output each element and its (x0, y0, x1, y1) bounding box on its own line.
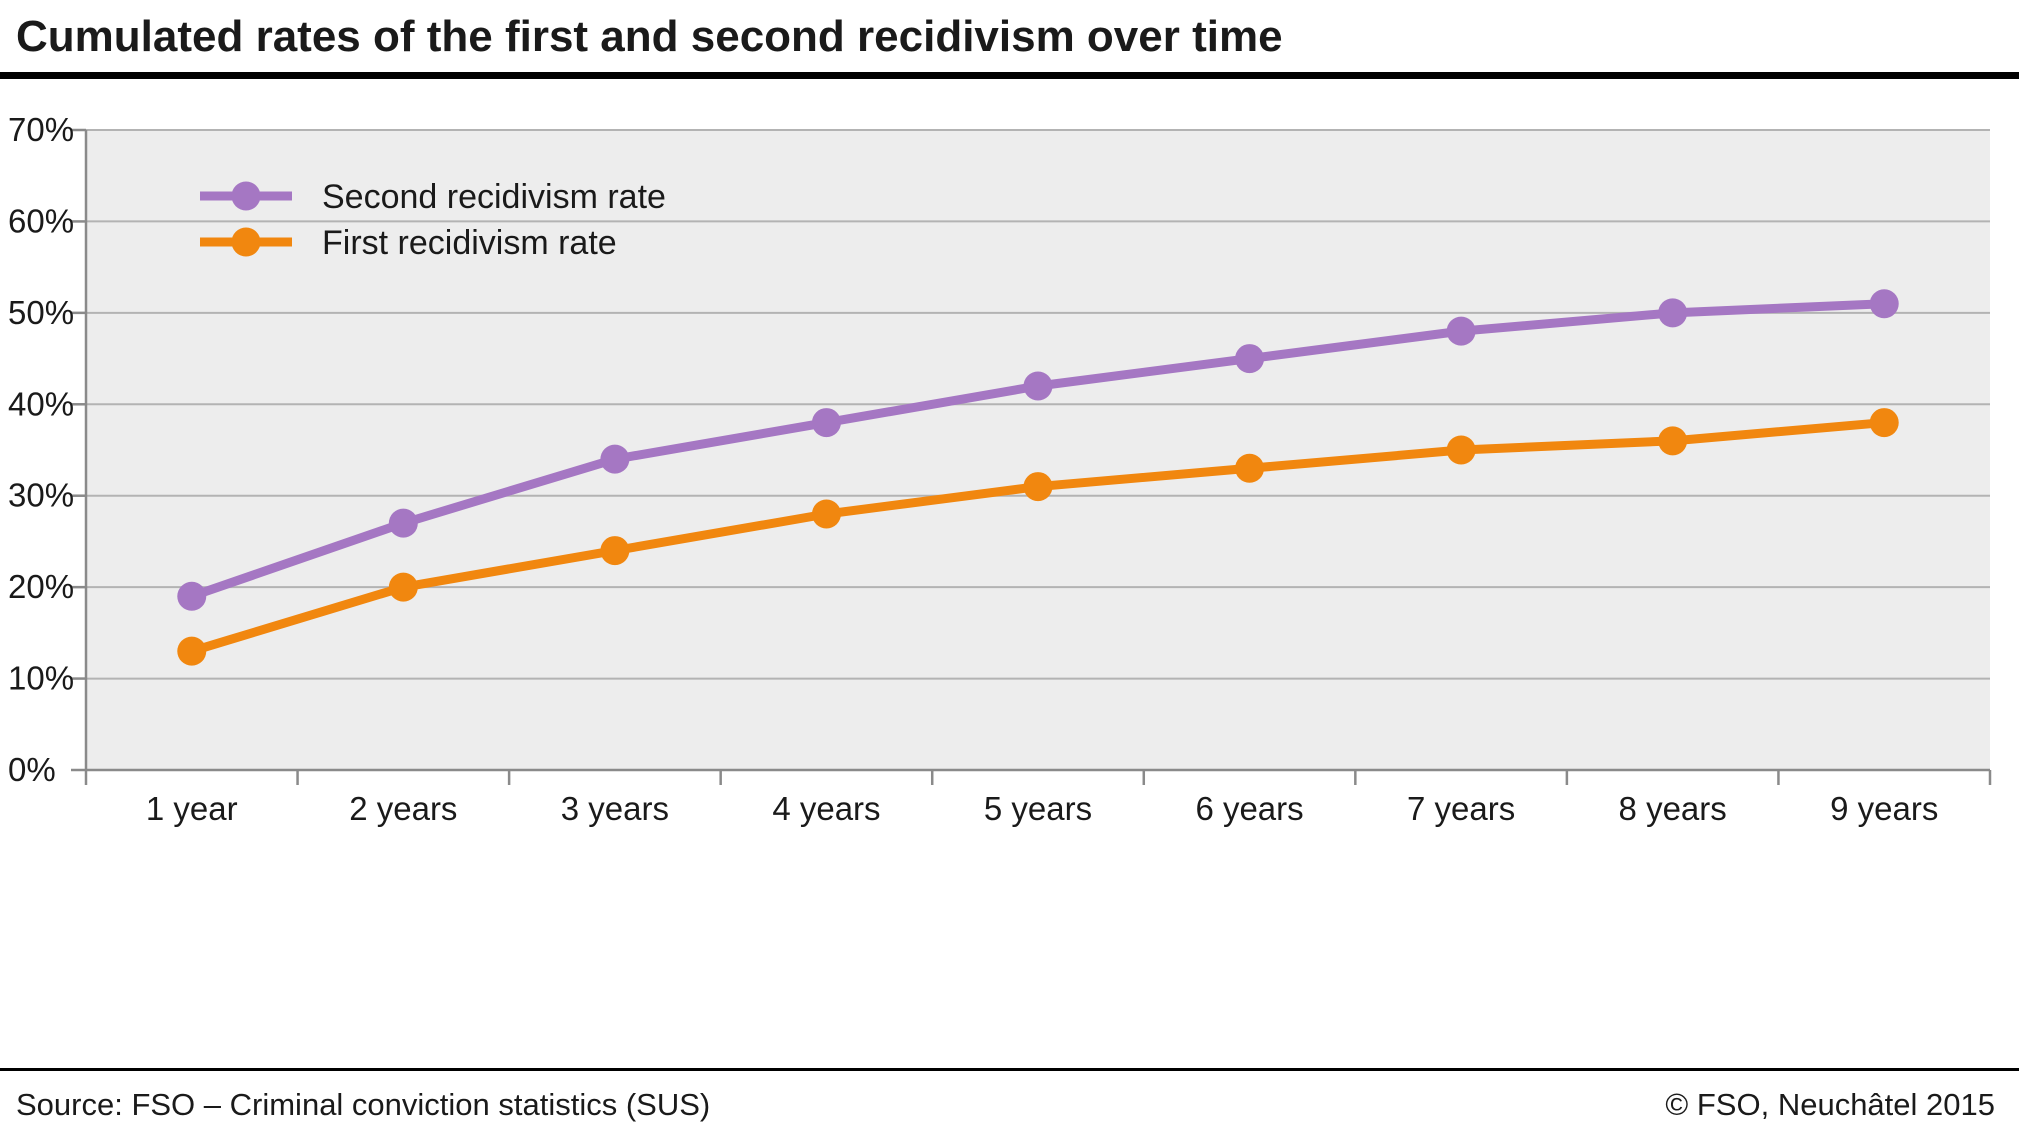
x-tick-label: 4 years (772, 790, 880, 827)
footer: Source: FSO – Criminal conviction statis… (0, 1068, 2019, 1123)
x-tick-label: 7 years (1407, 790, 1515, 827)
copyright-note: © FSO, Neuchâtel 2015 (1665, 1087, 1995, 1122)
x-tick-label: 5 years (984, 790, 1092, 827)
x-tick-label: 8 years (1619, 790, 1727, 827)
data-point-marker (1023, 371, 1053, 401)
data-point-marker (1446, 435, 1476, 465)
data-point-marker (600, 444, 630, 474)
y-tick-label: 0% (8, 751, 56, 788)
data-point-marker (1235, 453, 1265, 483)
data-point-marker (1023, 472, 1053, 502)
data-point-marker (1235, 344, 1265, 374)
data-point-marker (1658, 298, 1688, 328)
data-point-marker (600, 536, 630, 566)
x-tick-label: 2 years (349, 790, 457, 827)
data-point-marker (811, 408, 841, 438)
legend-marker-dot (231, 227, 261, 257)
legend: Second recidivism rate First recidivism r… (200, 178, 666, 262)
data-point-marker (1658, 426, 1688, 456)
data-point-marker (177, 636, 207, 666)
legend-label: First recidivism rate (322, 224, 617, 262)
source-note: Source: FSO – Criminal conviction statis… (16, 1087, 711, 1122)
y-tick-label: 30% (8, 477, 74, 514)
y-tick-label: 60% (8, 202, 74, 239)
data-point-marker (1869, 408, 1899, 438)
title-rule (0, 72, 2019, 79)
footer-row: Source: FSO – Criminal conviction statis… (0, 1071, 2019, 1123)
recidivism-line-chart: 0% 10% 20% 30% 40% 50% 60% 70% 1 year 2 years 3 ye… (8, 111, 1992, 827)
legend-label: Second recidivism rate (322, 178, 666, 216)
data-point-marker (388, 508, 418, 538)
y-tick-label: 10% (8, 660, 74, 697)
y-tick-label: 70% (8, 111, 74, 148)
y-tick-label: 20% (8, 568, 74, 605)
data-point-marker (1446, 316, 1476, 346)
data-point-marker (1869, 289, 1899, 319)
footer-rule (0, 1068, 2019, 1071)
legend-item: First recidivism rate (200, 224, 617, 262)
data-point-marker (177, 581, 207, 611)
legend-marker-dot (231, 181, 261, 211)
x-tick-label: 9 years (1830, 790, 1938, 827)
y-tick-label: 40% (8, 385, 74, 422)
x-tick-label: 1 year (146, 790, 238, 827)
x-tick-label: 3 years (561, 790, 669, 827)
y-tick-label: 50% (8, 294, 74, 331)
chart-area: 0% 10% 20% 30% 40% 50% 60% 70% 1 year 2 years 3 ye… (0, 104, 2019, 856)
header: Cumulated rates of the first and second … (0, 0, 2019, 79)
data-point-marker (811, 499, 841, 529)
chart-title: Cumulated rates of the first and second … (16, 12, 1283, 61)
legend-item: Second recidivism rate (200, 178, 666, 216)
data-point-marker (388, 572, 418, 602)
x-tick-label: 6 years (1195, 790, 1303, 827)
